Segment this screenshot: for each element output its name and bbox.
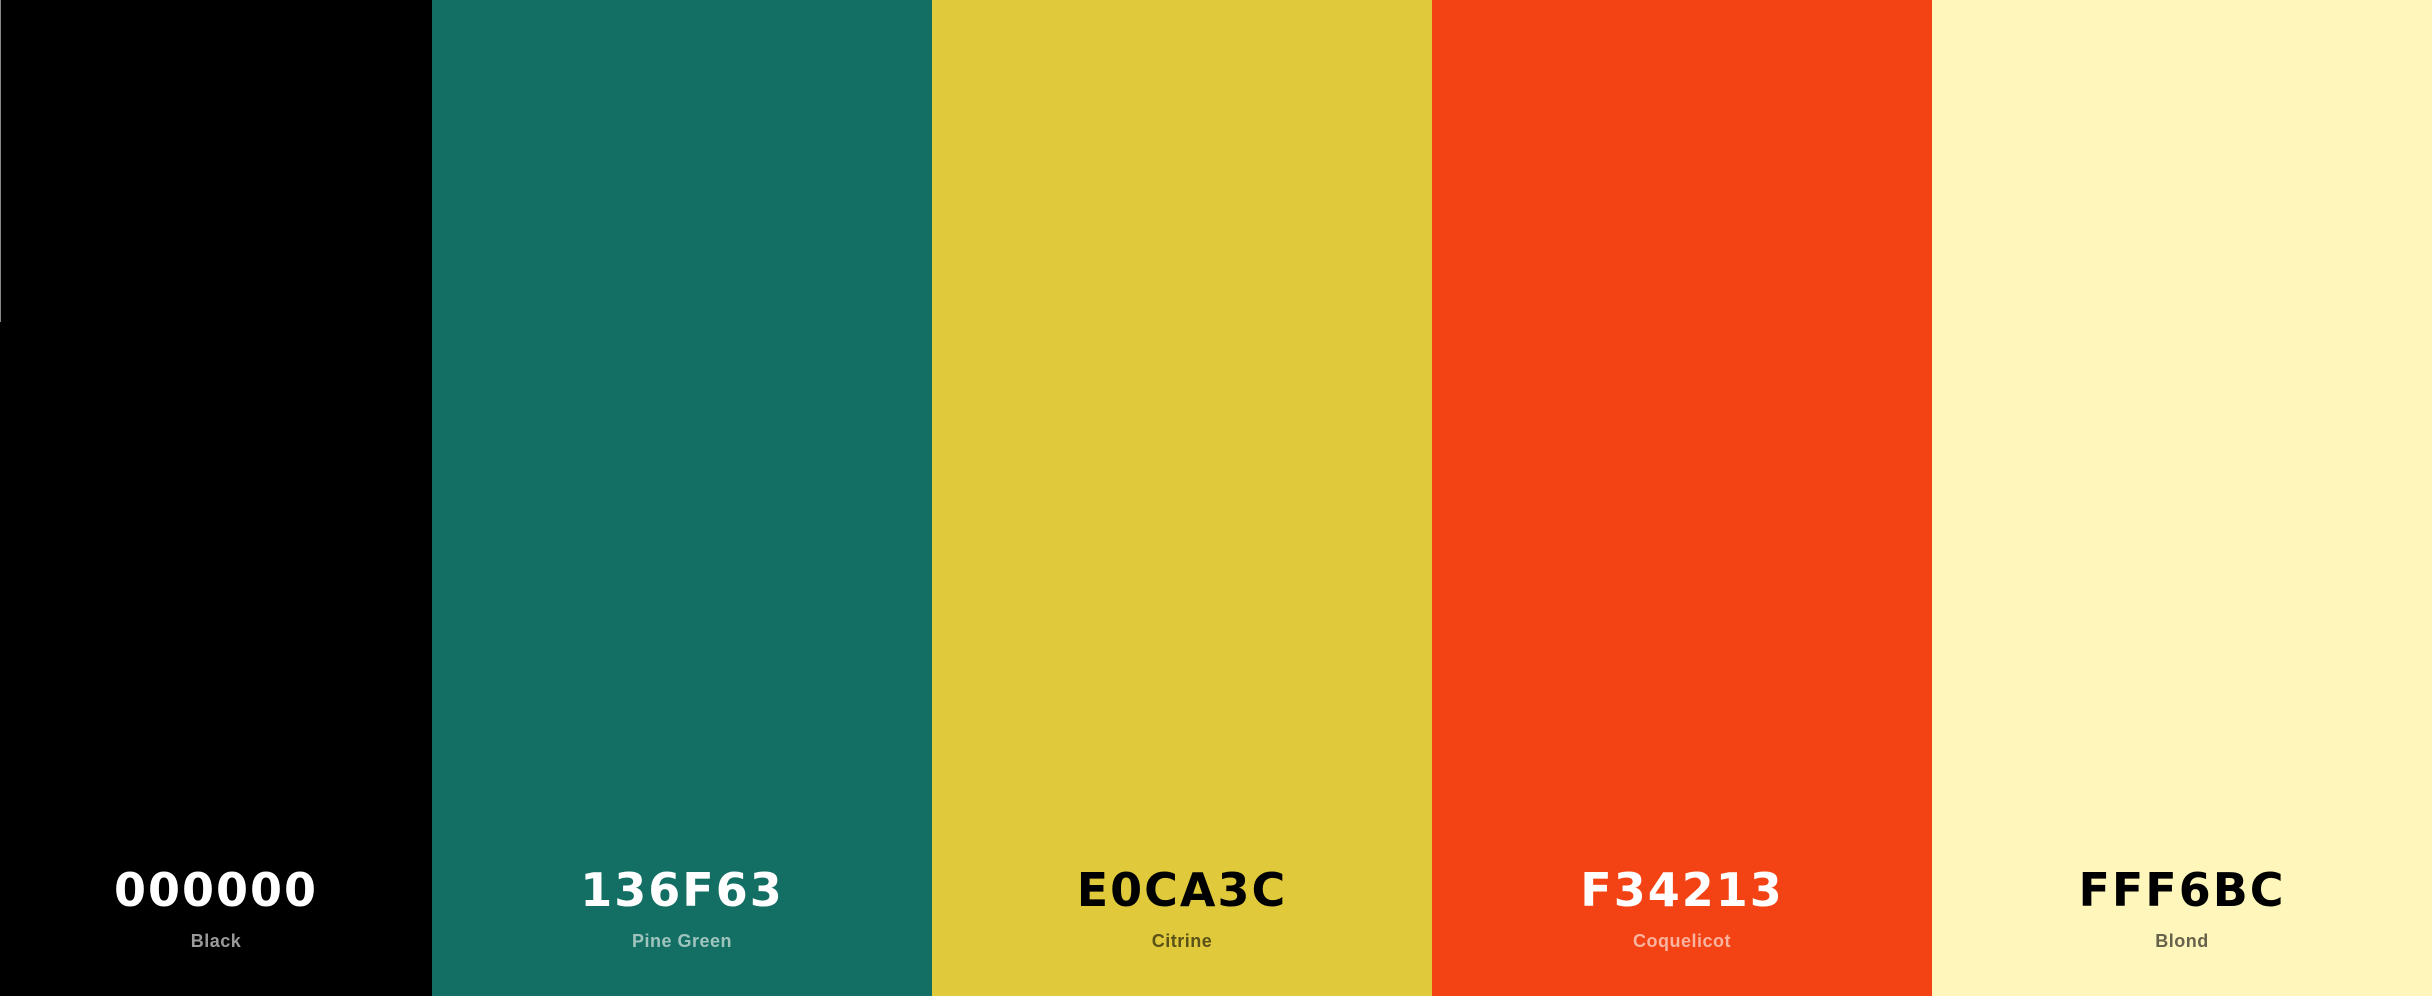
swatch-info: 000000 Black	[0, 860, 432, 952]
swatch-blond[interactable]: FFF6BC Blond	[1932, 0, 2432, 998]
swatch-info: 136F63 Pine Green	[432, 860, 932, 952]
swatch-color-name: Blond	[2155, 931, 2209, 951]
swatch-hex-code[interactable]: FFF6BC	[2078, 863, 2286, 917]
swatch-hex-code[interactable]: 136F63	[580, 863, 784, 917]
swatch-info: FFF6BC Blond	[1932, 860, 2432, 952]
swatch-black[interactable]: 000000 Black	[0, 0, 432, 998]
swatch-coquelicot[interactable]: F34213 Coquelicot	[1432, 0, 1932, 998]
swatch-pine-green[interactable]: 136F63 Pine Green	[432, 0, 932, 998]
edge-divider	[0, 0, 1, 322]
swatch-citrine[interactable]: E0CA3C Citrine	[932, 0, 1432, 998]
swatch-hex-code[interactable]: F34213	[1580, 863, 1784, 917]
swatch-info: F34213 Coquelicot	[1432, 860, 1932, 952]
swatch-hex-code[interactable]: 000000	[113, 863, 319, 917]
swatch-hex-code[interactable]: E0CA3C	[1076, 863, 1288, 917]
swatch-color-name: Coquelicot	[1633, 931, 1731, 951]
swatch-info: E0CA3C Citrine	[932, 860, 1432, 952]
swatch-color-name: Pine Green	[631, 931, 733, 951]
swatch-color-name: Black	[190, 931, 242, 951]
swatch-color-name: Citrine	[1151, 931, 1213, 951]
bottom-border	[0, 996, 2432, 998]
